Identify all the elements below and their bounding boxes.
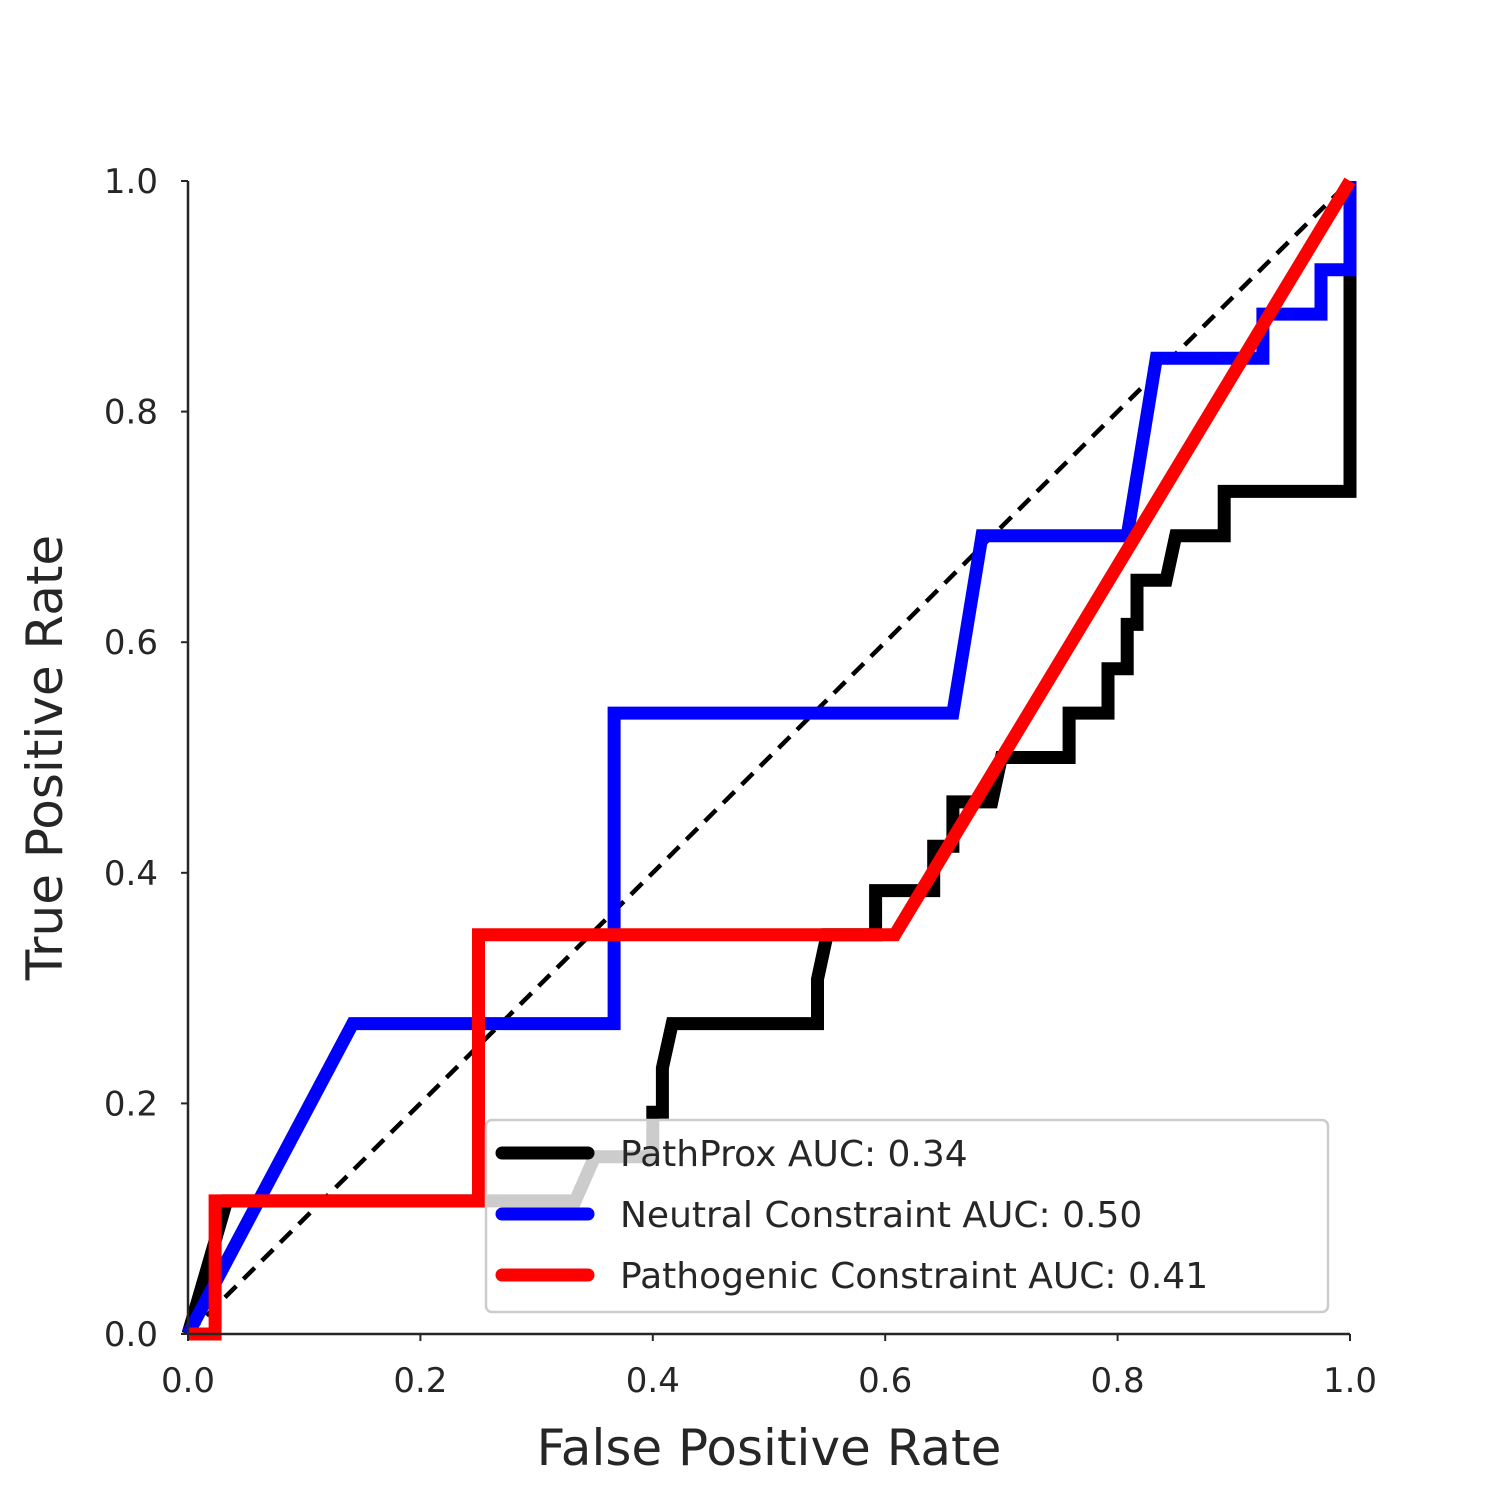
- x-tick-label: 0.6: [858, 1361, 912, 1401]
- y-tick-label: 0.6: [104, 623, 158, 663]
- y-tick-label: 0.8: [104, 393, 158, 433]
- legend-label: Neutral Constraint AUC: 0.50: [620, 1195, 1142, 1236]
- legend-items: PathProx AUC: 0.34 Neutral Constraint AUC…: [495, 1134, 1208, 1297]
- y-tick-label: 0.0: [104, 1315, 158, 1355]
- x-axis-ticks: 0.0 0.2 0.4 0.6 0.8 1.0: [161, 1334, 1377, 1401]
- legend-label: Pathogenic Constraint AUC: 0.41: [620, 1256, 1208, 1297]
- legend: PathProx AUC: 0.34 Neutral Constraint AUC…: [484, 1118, 1330, 1314]
- x-tick-label: 1.0: [1323, 1361, 1377, 1401]
- legend-box: [484, 1118, 1330, 1314]
- y-tick-label: 1.0: [104, 162, 158, 202]
- x-tick-label: 0.2: [393, 1361, 447, 1401]
- y-axis-ticks: 0.0 0.2 0.4 0.6 0.8 1.0: [104, 162, 188, 1355]
- x-tick-label: 0.4: [626, 1361, 680, 1401]
- y-tick-label: 0.4: [104, 854, 158, 894]
- axes: 0.0 0.2 0.4 0.6 0.8 1.0 0.0 0.2 0.4 0.6 0.8 1.0: [104, 162, 1377, 1401]
- legend-label: PathProx AUC: 0.34: [620, 1134, 968, 1175]
- x-tick-label: 0.0: [161, 1361, 215, 1401]
- x-tick-label: 0.8: [1091, 1361, 1145, 1401]
- y-axis-title: True Positive Rate: [16, 535, 74, 981]
- y-tick-label: 0.2: [104, 1084, 158, 1124]
- x-axis-title: False Positive Rate: [537, 1419, 1002, 1477]
- neutral-constraint-roc-line: [182, 181, 1357, 1338]
